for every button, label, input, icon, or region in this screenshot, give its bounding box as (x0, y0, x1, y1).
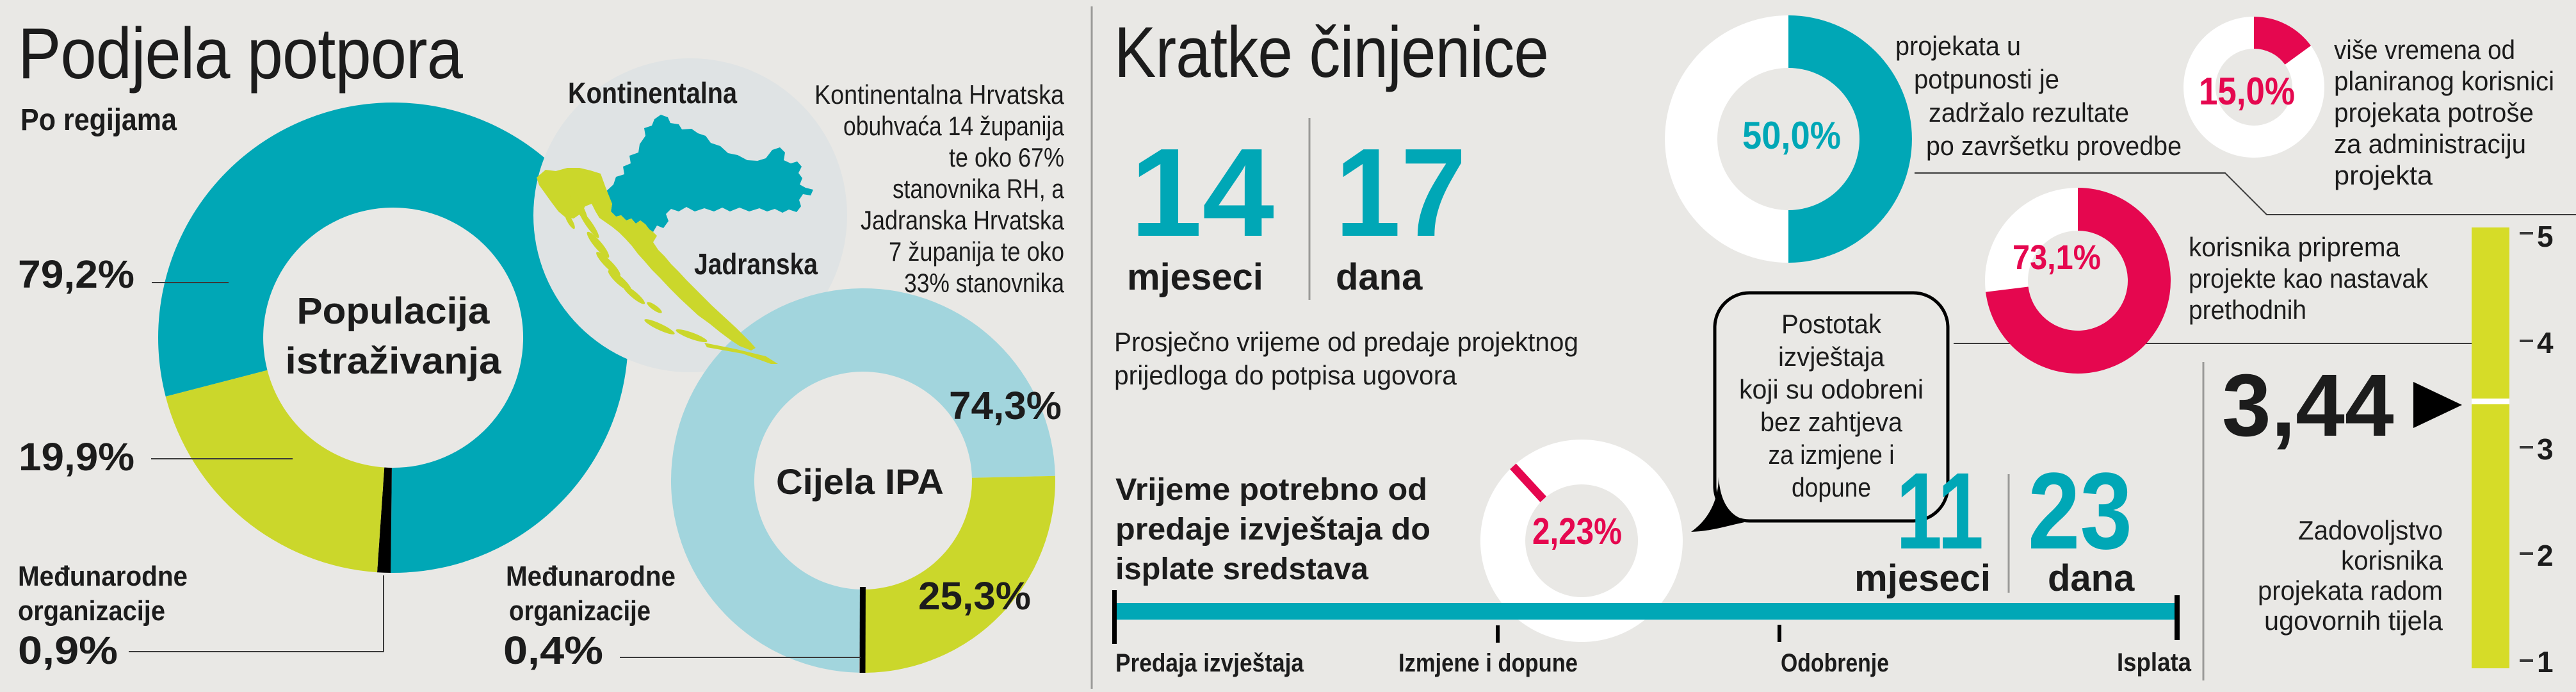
svg-text:Postotak: Postotak (1781, 309, 1882, 339)
svg-text:79,2%: 79,2% (18, 252, 134, 296)
svg-text:ugovornih tijela: ugovornih tijela (2264, 606, 2443, 636)
svg-text:Izmjene i dopune: Izmjene i dopune (1398, 649, 1578, 677)
svg-text:stanovnika RH, a: stanovnika RH, a (893, 174, 1065, 204)
svg-text:2,23%: 2,23% (1532, 511, 1622, 552)
svg-text:isplate sredstava: isplate sredstava (1115, 552, 1368, 586)
svg-text:3,44: 3,44 (2222, 356, 2394, 455)
svg-text:više vremena od: više vremena od (2334, 35, 2515, 65)
svg-text:Cijela IPA: Cijela IPA (776, 461, 944, 502)
svg-text:projekata radom: projekata radom (2258, 575, 2443, 606)
svg-text:Podjela potpora: Podjela potpora (18, 13, 464, 94)
svg-text:dana: dana (2048, 557, 2135, 599)
svg-text:Kratke činjenice: Kratke činjenice (1114, 12, 1548, 92)
svg-text:organizacije: organizacije (18, 595, 165, 627)
svg-text:bez zahtjeva: bez zahtjeva (1760, 407, 1903, 437)
svg-text:Vrijeme potrebno od: Vrijeme potrebno od (1115, 473, 1427, 507)
svg-text:Odobrenje: Odobrenje (1781, 649, 1889, 677)
svg-text:za administraciju: za administraciju (2334, 129, 2526, 159)
svg-text:prijedloga do potpisa ugovora: prijedloga do potpisa ugovora (1114, 360, 1457, 390)
svg-text:Predaja izvještaja: Predaja izvještaja (1115, 649, 1304, 677)
svg-text:Kontinentalna: Kontinentalna (568, 76, 737, 110)
svg-text:korisnika: korisnika (2341, 545, 2443, 575)
svg-text:74,3%: 74,3% (949, 384, 1062, 427)
svg-text:koji su odobreni: koji su odobreni (1739, 374, 1924, 404)
svg-text:za izmjene i: za izmjene i (1769, 440, 1895, 470)
svg-text:19,9%: 19,9% (19, 435, 134, 479)
svg-text:25,3%: 25,3% (918, 574, 1031, 618)
svg-text:potpunosti je: potpunosti je (1914, 64, 2059, 94)
svg-text:17: 17 (1335, 122, 1466, 263)
svg-text:15,0%: 15,0% (2199, 70, 2295, 113)
svg-text:0,4%: 0,4% (503, 629, 603, 672)
svg-text:Po regijama: Po regijama (20, 103, 177, 137)
svg-text:dana: dana (1336, 256, 1423, 298)
svg-text:projekata potroše: projekata potroše (2334, 97, 2534, 128)
svg-text:Prosječno vrijeme od predaje p: Prosječno vrijeme od predaje projektnog (1114, 327, 1578, 357)
svg-text:planiranog korisnici: planiranog korisnici (2334, 66, 2554, 96)
svg-text:14: 14 (1130, 122, 1274, 263)
svg-text:zadržalo rezultate: zadržalo rezultate (1929, 97, 2129, 128)
svg-text:73,1%: 73,1% (2013, 238, 2101, 277)
svg-text:projekte kao nastavak: projekte kao nastavak (2189, 263, 2429, 293)
svg-text:Međunarodne: Međunarodne (18, 561, 188, 592)
svg-text:5: 5 (2537, 220, 2554, 253)
svg-text:organizacije: organizacije (509, 595, 651, 627)
svg-text:11: 11 (1896, 450, 1984, 572)
svg-text:Međunarodne: Međunarodne (506, 561, 676, 592)
svg-text:istraživanja: istraživanja (286, 340, 502, 382)
svg-text:Kontinentalna Hrvatska: Kontinentalna Hrvatska (814, 79, 1065, 110)
svg-text:prethodnih: prethodnih (2189, 295, 2306, 325)
svg-text:po završetku provedbe: po završetku provedbe (1926, 131, 2182, 161)
svg-text:Zadovoljstvo: Zadovoljstvo (2298, 515, 2443, 545)
svg-text:Jadranska Hrvatska: Jadranska Hrvatska (861, 205, 1065, 235)
svg-text:50,0%: 50,0% (1742, 114, 1841, 157)
svg-text:3: 3 (2537, 432, 2554, 466)
svg-text:33% stanovnika: 33% stanovnika (904, 268, 1065, 298)
svg-text:7 županija te oko: 7 županija te oko (889, 236, 1064, 267)
svg-text:mjeseci: mjeseci (1854, 557, 1991, 599)
svg-text:2: 2 (2537, 539, 2554, 572)
svg-text:projekata u: projekata u (1895, 31, 2021, 61)
svg-text:mjeseci: mjeseci (1127, 256, 1263, 298)
svg-text:izvještaja: izvještaja (1778, 342, 1885, 372)
svg-text:te oko 67%: te oko 67% (949, 142, 1064, 172)
svg-text:obuhvaća 14 županija: obuhvaća 14 županija (843, 111, 1065, 141)
svg-text:4: 4 (2537, 326, 2554, 359)
svg-text:Jadranska: Jadranska (694, 247, 818, 281)
svg-text:0,9%: 0,9% (18, 629, 118, 672)
svg-text:projekta: projekta (2334, 160, 2433, 190)
svg-text:korisnika priprema: korisnika priprema (2189, 232, 2401, 262)
svg-text:1: 1 (2537, 645, 2554, 679)
svg-text:predaje izvještaja do: predaje izvještaja do (1115, 513, 1430, 547)
svg-text:dopune: dopune (1792, 472, 1871, 502)
svg-text:23: 23 (2028, 450, 2132, 572)
svg-text:Isplata: Isplata (2117, 648, 2192, 677)
svg-text:Populacija: Populacija (297, 290, 490, 332)
